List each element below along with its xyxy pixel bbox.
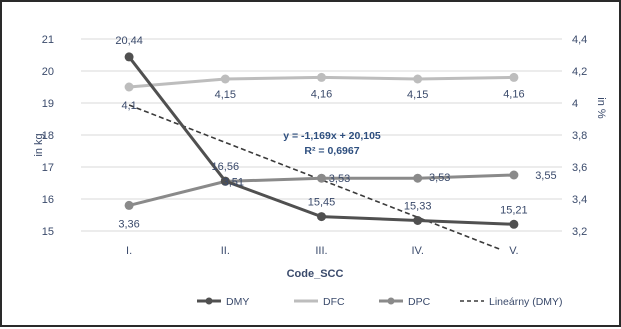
trendline-dmy (128, 104, 500, 250)
y-left-tick-label: 20 (42, 66, 54, 78)
x-tick-label: IV. (411, 245, 423, 257)
data-label-dmy: 20,44 (115, 35, 143, 47)
data-labels: 20,44 16,56 15,45 15,33 15,21 4,1 4,15 4,16 4,15… (115, 35, 556, 230)
data-point-dmy (509, 219, 519, 229)
data-label-dpc: 3,51 (223, 176, 244, 188)
y-axis-left-ticks: 15 16 17 18 19 20 21 (42, 34, 54, 238)
x-axis-title: Code_SCC (287, 268, 344, 280)
y-left-tick-label: 18 (42, 130, 54, 142)
data-point-dmy (220, 176, 230, 186)
data-label-dfc: 4,15 (407, 89, 428, 101)
y-left-tick-label: 19 (42, 98, 54, 110)
y-left-tick-label: 17 (42, 162, 54, 174)
data-point-dfc (124, 82, 134, 92)
x-tick-label: II. (221, 245, 230, 257)
gridlines (81, 38, 562, 232)
y-right-tick-label: 4,2 (572, 66, 587, 78)
data-point-dpc (317, 173, 326, 183)
y-right-tick-label: 4 (572, 98, 578, 110)
data-label-dfc: 4,16 (503, 88, 524, 100)
data-label-dpc: 3,55 (535, 170, 556, 182)
data-label-dfc: 4,1 (121, 100, 136, 112)
data-point-dfc (317, 72, 326, 82)
y-left-tick-label: 21 (42, 34, 54, 46)
y-axis-right-title: in % (595, 97, 607, 119)
legend-marker (205, 297, 213, 305)
y-left-tick-label: 16 (42, 194, 54, 206)
y-right-tick-label: 3,4 (572, 194, 587, 206)
legend-label: Lineárny (DMY) (489, 296, 563, 308)
data-point-dmy (317, 212, 326, 222)
y-right-tick-label: 3,8 (572, 130, 587, 142)
data-label-dfc: 4,15 (215, 89, 236, 101)
data-label-dpc: 3,53 (329, 173, 350, 185)
legend-label: DMY (226, 296, 249, 308)
data-point-dpc (124, 200, 134, 210)
data-point-dmy (413, 215, 423, 225)
legend-label: DFC (323, 296, 345, 308)
y-axis-left-title: in kg (33, 133, 45, 156)
data-point-dpc (509, 170, 519, 180)
data-point-dfc (413, 74, 423, 84)
x-tick-label: I. (126, 245, 132, 257)
data-label-dmy: 15,45 (308, 197, 336, 209)
trendline-r-squared: R² = 0,6967 (304, 145, 359, 157)
data-point-dfc (220, 74, 230, 84)
legend: DMY DFC DPC Lineárny (DMY) (197, 296, 563, 308)
x-axis-ticks: I. II. III. IV. V. (126, 245, 519, 257)
y-right-tick-label: 4,4 (572, 34, 587, 46)
y-left-tick-label: 15 (42, 226, 54, 238)
data-label-dmy: 15,21 (500, 204, 528, 216)
y-right-tick-label: 3,6 (572, 162, 587, 174)
data-label-dmy: 16,56 (212, 161, 240, 173)
x-tick-label: V. (509, 245, 518, 257)
data-label-dpc: 3,53 (429, 172, 450, 184)
legend-label: DPC (408, 296, 431, 308)
data-label-dmy: 15,33 (404, 200, 432, 212)
legend-marker (387, 297, 395, 305)
data-point-dmy (124, 52, 134, 62)
trendline-equation: y = -1,169x + 20,105 (283, 130, 381, 142)
x-tick-label: III. (315, 245, 327, 257)
data-label-dpc: 3,36 (118, 218, 139, 230)
data-point-dpc (413, 173, 423, 183)
series-group (124, 52, 519, 250)
y-axis-right-ticks: 3,2 3,4 3,6 3,8 4 4,2 4,4 (572, 34, 587, 238)
data-point-dfc (509, 72, 519, 82)
y-right-tick-label: 3,2 (572, 226, 587, 238)
data-label-dfc: 4,16 (311, 88, 332, 100)
